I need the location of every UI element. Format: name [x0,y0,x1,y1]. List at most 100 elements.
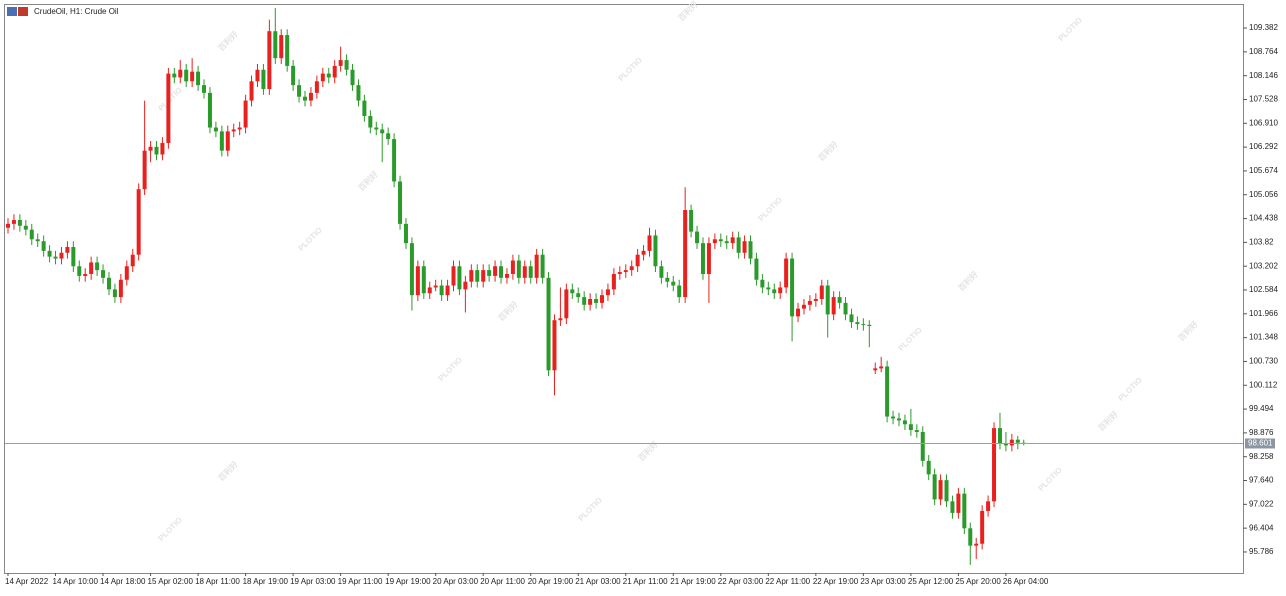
candle-body [219,131,224,151]
candle-body [1009,439,1014,446]
candle-body [255,69,260,82]
candle-body [540,254,545,278]
candle-body [552,320,557,371]
candle-body [415,266,420,296]
y-tick-label: 95.786 [1249,547,1274,556]
candle-body [897,418,901,421]
candle-body [106,277,111,290]
x-tick-label: 14 Apr 18:00 [100,577,146,586]
x-tick-label: 20 Apr 19:00 [528,577,574,586]
candle-body [231,129,236,132]
x-tick-label: 14 Apr 2022 [5,577,49,586]
x-tick-label: 22 Apr 03:00 [718,577,764,586]
candle-body [784,258,789,288]
candle-body [386,133,391,140]
candle-body [487,270,492,276]
candle-body [813,299,818,301]
candle-body [968,528,973,546]
candle-body [392,139,397,182]
candle-body [433,285,438,288]
candle-body [635,254,640,267]
y-tick-label: 97.640 [1249,476,1274,485]
candle-body [790,258,795,317]
candle-body [807,300,812,305]
candle-body [285,35,290,66]
candle-body [772,289,777,294]
candle-body [564,289,569,319]
candle-body [986,501,991,511]
candle-body [938,480,943,500]
candle-body [439,285,444,296]
candle-body [683,210,688,298]
candle-body [53,256,58,259]
y-tick-label: 103.82 [1249,237,1274,246]
candle-body [902,420,907,425]
candle-body [611,273,616,290]
candle-body [83,273,88,276]
candle-body [362,100,367,116]
candle-body [980,510,985,544]
candle-body [510,260,515,274]
candle-body [843,302,848,315]
candle-body [582,297,587,305]
candle-body [677,285,682,298]
y-tick-label: 101.966 [1249,309,1278,318]
candle-body [118,279,123,298]
candle-body [689,210,694,232]
candle-body [41,241,46,251]
x-tick-label: 22 Apr 19:00 [813,577,859,586]
candle-body [736,237,741,253]
candle-body [825,285,830,315]
candle-body [926,460,931,475]
x-tick-label: 15 Apr 02:00 [148,577,194,586]
x-tick-label: 21 Apr 11:00 [623,577,668,586]
y-tick-label: 108.764 [1249,47,1278,56]
candle-body [831,297,836,315]
candle-body [202,85,207,93]
candle-body [891,416,896,419]
y-tick-label: 97.022 [1249,499,1274,508]
x-tick-label: 18 Apr 11:00 [195,577,240,586]
x-tick-label: 21 Apr 19:00 [670,577,716,586]
candle-body [196,71,201,86]
candle-body [356,85,361,101]
candle-body [932,474,937,500]
candle-body [623,270,628,273]
candle-body [712,239,717,244]
y-tick-label: 99.494 [1249,404,1274,413]
candle-body [172,73,177,78]
y-tick-label: 107.528 [1249,95,1278,104]
candle-body [504,273,509,278]
candle-body [1003,443,1008,446]
candle-body [760,279,765,288]
candle-body [754,258,759,280]
x-tick-label: 26 Apr 04:00 [1003,577,1049,586]
x-tick-label: 21 Apr 03:00 [575,577,621,586]
candle-body [17,220,22,226]
y-tick-label: 106.292 [1249,142,1278,151]
candle-body [962,493,967,529]
candle-body [261,69,266,90]
candle-body [403,223,408,244]
candle-body [700,243,705,274]
candle-body [291,65,296,86]
candle-body [225,131,230,151]
candle-body [873,368,878,371]
candle-body [71,246,76,267]
candle-body [59,252,64,259]
last-price-box [1245,438,1275,449]
candle-body [522,266,527,278]
x-tick-label: 25 Apr 20:00 [955,577,1001,586]
x-tick-label: 19 Apr 03:00 [290,577,336,586]
candle-body [617,272,622,274]
y-tick-label: 98.876 [1249,428,1274,437]
x-tick-label: 20 Apr 11:00 [480,577,525,586]
candle-body [908,424,913,431]
candle-body [148,146,153,151]
candle-body [546,277,551,371]
candle-body [974,543,979,546]
x-tick-label: 23 Apr 03:00 [860,577,906,586]
candle-body [273,31,278,59]
candle-body [861,324,866,326]
candle-body [77,266,82,276]
